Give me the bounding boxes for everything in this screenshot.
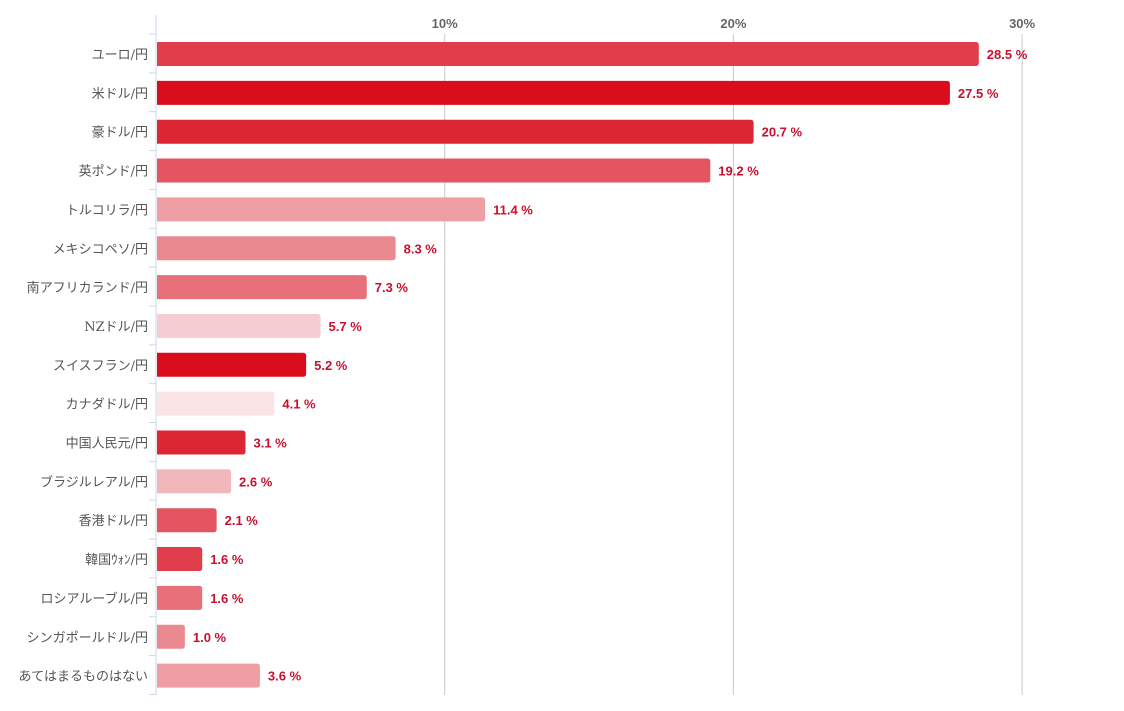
bar	[157, 352, 307, 377]
bar	[157, 585, 203, 610]
bar	[157, 158, 711, 183]
category-label: 米ドル/円	[92, 87, 148, 102]
data-label: 19.2 %	[718, 164, 759, 179]
category-label: 中国人民元/円	[66, 437, 148, 452]
data-label: 20.7 %	[762, 125, 803, 140]
data-label: 28.5 %	[987, 47, 1028, 62]
category-label: 韓国ｳｫﾝ/円	[85, 553, 148, 568]
data-label: 27.5 %	[958, 86, 999, 101]
bar	[157, 275, 367, 300]
bar	[157, 663, 260, 688]
data-label: 4.1 %	[282, 397, 316, 412]
category-label: ロシアルーブル/円	[41, 591, 148, 607]
bar	[157, 42, 979, 66]
bar	[157, 430, 246, 455]
bar	[157, 508, 217, 533]
data-label: 1.6 %	[210, 591, 244, 606]
data-label: 2.1 %	[225, 513, 259, 528]
category-label: トルコリラ/円	[66, 203, 148, 218]
category-label: ユーロ/円	[92, 48, 148, 63]
category-label: 英ポンド/円	[79, 165, 148, 180]
bar	[157, 236, 396, 261]
category-label: カナダドル/円	[66, 398, 148, 413]
data-label: 1.6 %	[210, 552, 244, 567]
bar	[157, 313, 321, 338]
category-label: 香港ドル/円	[79, 514, 148, 529]
bar	[157, 391, 275, 416]
category-label: ブラジルレアル/円	[40, 474, 148, 490]
x-tick-label: 10%	[432, 16, 458, 31]
bar	[157, 119, 754, 144]
data-label: 2.6 %	[239, 474, 273, 489]
data-label: 8.3 %	[404, 241, 438, 256]
data-label: 5.2 %	[314, 358, 348, 373]
category-label: 南アフリカランド/円	[27, 280, 148, 296]
data-label: 3.1 %	[253, 436, 287, 451]
category-label: あてはまるものはない	[19, 670, 148, 685]
x-tick-label: 30%	[1009, 16, 1035, 31]
category-label: シンガポールドル/円	[27, 631, 148, 646]
category-label: NZドル/円	[84, 320, 148, 335]
x-tick-label: 20%	[720, 16, 746, 31]
bar	[157, 197, 486, 222]
bar	[157, 624, 185, 649]
data-label: 7.3 %	[375, 280, 409, 295]
category-label: スイスフラン/円	[53, 359, 148, 374]
category-label: 豪ドル/円	[92, 125, 148, 141]
category-label: メキシコペソ/円	[53, 242, 148, 257]
bar	[157, 469, 232, 494]
data-label: 11.4 %	[493, 202, 533, 217]
bar	[157, 547, 203, 572]
bar	[157, 80, 950, 105]
data-label: 3.6 %	[268, 669, 302, 684]
data-label: 1.0 %	[193, 630, 227, 645]
data-label: 5.7 %	[329, 319, 363, 334]
